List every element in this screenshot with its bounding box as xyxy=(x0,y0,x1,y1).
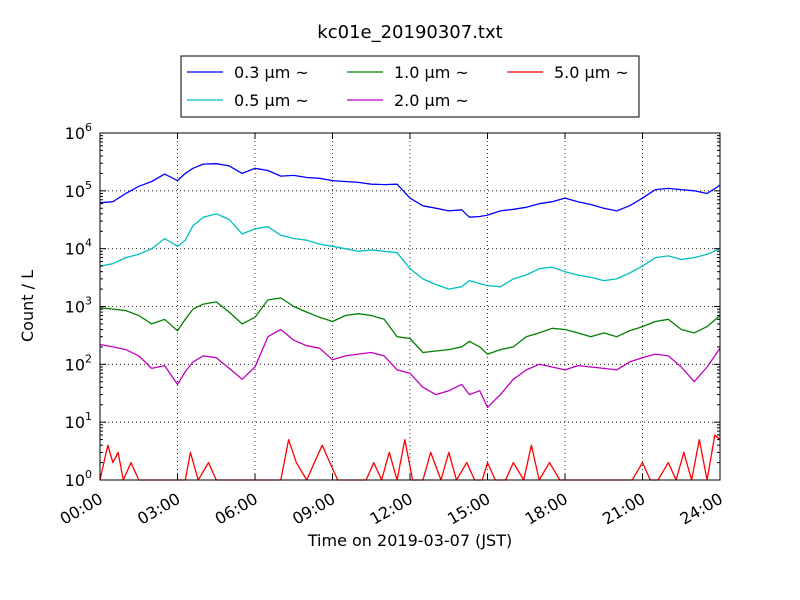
series-line-2 xyxy=(99,297,721,355)
y-tick-label: 103 xyxy=(65,295,92,317)
y-tick-label: 102 xyxy=(65,352,92,374)
y-tick-exponent: 4 xyxy=(85,237,92,250)
y-tick-label: 104 xyxy=(65,237,92,259)
y-tick-exponent: 5 xyxy=(85,179,92,192)
legend-label-1: 0.5 μm ~ xyxy=(234,91,309,110)
legend-label-3: 2.0 μm ~ xyxy=(394,91,469,110)
y-tick-exponent: 1 xyxy=(85,410,92,423)
legend: 0.3 μm ~ 0.5 μm ~ 1.0 μm ~ 2.0 μm ~ 5.0 μm ~ xyxy=(180,55,640,118)
legend-box xyxy=(180,55,640,118)
x-axis-label: Time on 2019-03-07 (JST) xyxy=(307,531,512,550)
legend-label-4: 5.0 μm ~ xyxy=(554,63,629,82)
y-tick-base: 10 xyxy=(65,240,85,259)
y-tick-exponent: 0 xyxy=(85,468,92,481)
y-axis-label: Count / L xyxy=(18,270,37,342)
legend-label-2: 1.0 μm ~ xyxy=(394,63,469,82)
series-line-1 xyxy=(99,213,721,290)
chart-title: kc01e_20190307.txt xyxy=(317,22,502,43)
y-tick-exponent: 2 xyxy=(85,352,92,365)
y-tick-base: 10 xyxy=(65,298,85,317)
y-tick-base: 10 xyxy=(65,471,85,490)
y-tick-base: 10 xyxy=(65,182,85,201)
y-tick-label: 100 xyxy=(65,468,92,490)
series-line-0 xyxy=(99,163,721,218)
grid-lines xyxy=(100,133,720,480)
y-tick-exponent: 3 xyxy=(85,295,92,308)
y-tick-base: 10 xyxy=(65,413,85,432)
y-tick-base: 10 xyxy=(65,124,85,143)
y-tick-base: 10 xyxy=(65,355,85,374)
y-tick-label: 105 xyxy=(65,179,92,201)
y-tick-label: 101 xyxy=(65,410,92,432)
series-layer xyxy=(99,163,721,481)
y-tick-exponent: 6 xyxy=(85,121,92,134)
legend-label-0: 0.3 μm ~ xyxy=(234,63,309,82)
series-line-3 xyxy=(99,328,721,409)
y-tick-label: 106 xyxy=(65,121,92,143)
